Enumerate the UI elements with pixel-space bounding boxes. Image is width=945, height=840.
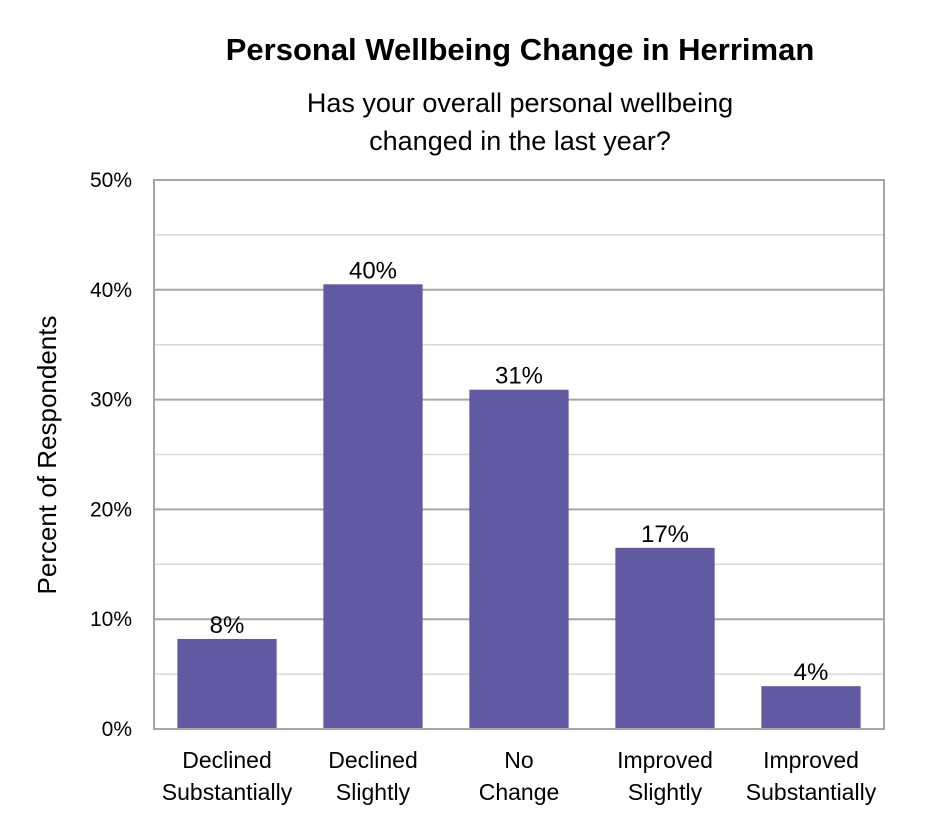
x-category-label: Improved [763, 747, 859, 773]
y-tick-label: 20% [90, 498, 132, 521]
axes: 0% 10% 20% 30% 40% 50% Declined Substantially De… [90, 169, 885, 805]
y-tick-label: 10% [90, 608, 132, 631]
bar-data-label: 8% [210, 612, 245, 639]
bar [615, 547, 715, 729]
bars [177, 284, 861, 729]
x-category-label: Substantially [162, 779, 293, 805]
bar-data-label: 40% [349, 257, 397, 284]
x-category-label: Change [479, 779, 560, 805]
bar-data-label: 4% [794, 659, 829, 686]
y-tick-label: 30% [90, 389, 132, 412]
y-axis-label: Percent of Respondents [32, 316, 62, 595]
x-category-label: Substantially [746, 779, 877, 805]
x-category-label: Improved [617, 747, 713, 773]
chart-subtitle-line-2: changed in the last year? [369, 126, 671, 156]
bar [323, 284, 423, 729]
chart-subtitle-line-1: Has your overall personal wellbeing [307, 88, 733, 118]
x-category-label: Declined [182, 747, 272, 773]
y-tick-label: 50% [90, 169, 132, 192]
x-category-label: Declined [328, 747, 418, 773]
x-category-label: No [504, 747, 533, 773]
x-category-label: Slightly [336, 779, 411, 805]
bar [469, 389, 569, 729]
data-labels: 8% 40% 31% 17% 4% [210, 257, 829, 686]
bar [761, 686, 861, 729]
bar-data-label: 17% [641, 521, 689, 548]
bar-data-label: 31% [495, 363, 543, 390]
bar [177, 638, 277, 729]
plot-area-border [153, 179, 885, 730]
y-tick-label: 40% [90, 279, 132, 302]
y-tick-label: 0% [102, 718, 132, 741]
chart-title: Personal Wellbeing Change in Herriman [226, 32, 815, 67]
x-category-label: Slightly [628, 779, 703, 805]
